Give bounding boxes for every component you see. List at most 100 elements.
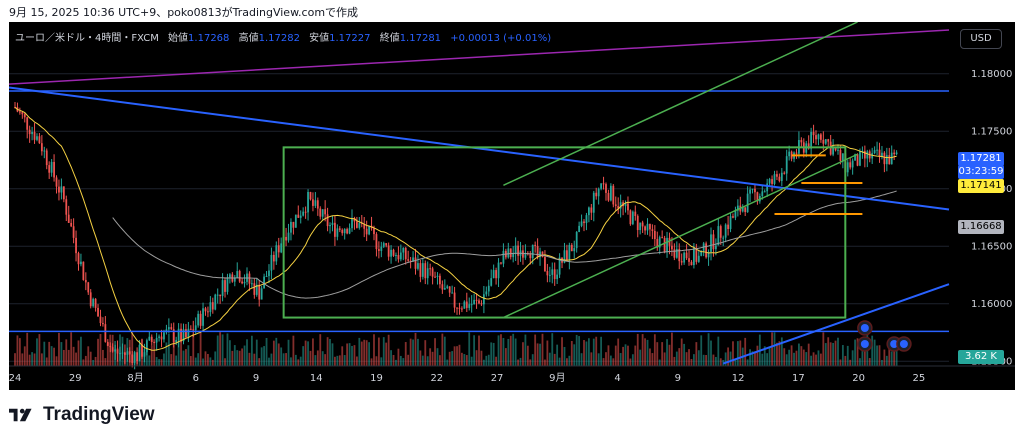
candle-body: [82, 261, 85, 280]
volume-bar: [475, 350, 478, 366]
volume-bar: [316, 350, 319, 366]
volume-bar: [812, 352, 815, 366]
volume-bar: [404, 342, 407, 366]
candle-body: [771, 179, 773, 184]
volume-bar: [749, 349, 751, 366]
candle-body: [566, 250, 568, 261]
volume-bar: [644, 338, 646, 366]
volume-bar: [861, 349, 864, 366]
candle-body: [211, 302, 214, 310]
volume-bar: [50, 346, 53, 366]
candle-body: [680, 261, 683, 263]
bar-countdown-label: 03:23:59: [958, 165, 1004, 179]
volume-bar: [851, 350, 854, 366]
volume-bar: [194, 357, 197, 366]
candle-body: [661, 237, 664, 239]
volume-bar: [688, 349, 690, 366]
candle-body: [590, 207, 593, 213]
volume-bar: [707, 333, 710, 366]
volume-bar: [18, 338, 21, 366]
candle-body: [395, 255, 397, 257]
x-tick-label: 6: [193, 373, 199, 384]
range-box: [282, 146, 847, 319]
volume-bar: [439, 355, 441, 366]
candle-body: [568, 244, 571, 261]
candle-body: [380, 246, 383, 251]
volume-bar: [373, 334, 375, 366]
flag-icon: [899, 340, 908, 348]
candle-body: [294, 214, 297, 228]
volume-bar: [458, 344, 461, 366]
volume-bar: [463, 354, 466, 366]
legend-high-label: 高値: [238, 33, 259, 44]
y-tick-label: 1.16000: [971, 299, 1012, 310]
volume-bar: [824, 343, 827, 366]
volume-bar: [197, 353, 200, 366]
volume-bar: [314, 355, 317, 366]
chart-panel[interactable]: 1.180001.175001.170001.165001.160001.155…: [9, 22, 1015, 390]
volume-bar: [587, 338, 590, 366]
price-chart[interactable]: 1.180001.175001.170001.165001.160001.155…: [9, 22, 1015, 390]
volume-bar: [145, 348, 148, 366]
volume-bar: [832, 342, 835, 366]
candle-body: [548, 274, 551, 276]
candle-body: [33, 131, 36, 140]
volume-bar: [548, 352, 551, 366]
candle-body: [221, 280, 224, 297]
volume-bar: [304, 340, 307, 366]
candle-body: [89, 292, 92, 307]
volume-bar: [365, 340, 368, 366]
currency-button[interactable]: USD: [960, 29, 1002, 49]
candle-body: [224, 280, 226, 292]
volume-bar: [297, 359, 300, 366]
volume-bar: [817, 350, 820, 366]
volume-bar: [165, 342, 168, 366]
candle-body: [319, 208, 322, 217]
candle-body: [387, 245, 390, 257]
volume-bar: [517, 359, 519, 366]
volume-bar: [60, 342, 63, 366]
candle-body: [99, 316, 102, 324]
volume-bar: [219, 332, 222, 366]
tradingview-logo[interactable]: TradingView: [9, 404, 155, 426]
volume-bar: [553, 353, 556, 366]
candle-body: [326, 214, 329, 227]
candle-body: [175, 340, 178, 343]
volume-bar: [104, 358, 107, 366]
candle-body: [602, 183, 605, 185]
volume-bar: [732, 341, 734, 366]
candle-body: [424, 263, 427, 279]
candle-body: [636, 216, 639, 231]
volume-bar: [695, 342, 698, 366]
flag-icon: [890, 340, 899, 348]
volume-bar: [780, 337, 783, 366]
candle-body: [719, 226, 722, 238]
volume-bar: [282, 353, 285, 366]
volume-bar: [871, 335, 874, 366]
candle-body: [202, 308, 204, 326]
candle-body: [436, 275, 439, 277]
candle-body: [819, 134, 822, 140]
x-tick-label: 12: [732, 373, 745, 384]
candle-body: [375, 234, 378, 250]
candle-body: [148, 336, 151, 341]
candle-body: [448, 286, 451, 293]
candle-body: [451, 292, 454, 294]
volume-bar: [246, 339, 248, 366]
tradingview-logo-icon: [9, 408, 32, 422]
candle-body: [695, 247, 698, 262]
candle-body: [678, 248, 681, 262]
candle-body: [497, 262, 500, 279]
volume-bar: [292, 335, 295, 366]
candle-body: [639, 222, 642, 231]
volume-bar: [434, 338, 436, 366]
volume-bar: [353, 345, 356, 366]
candle-body: [768, 179, 771, 184]
volume-bar: [876, 345, 878, 366]
volume-bar: [590, 352, 593, 366]
candle-body: [434, 276, 436, 278]
candle-body: [556, 274, 559, 280]
candle-body: [470, 304, 473, 306]
candle-body: [316, 200, 319, 209]
candle-body: [270, 254, 273, 271]
